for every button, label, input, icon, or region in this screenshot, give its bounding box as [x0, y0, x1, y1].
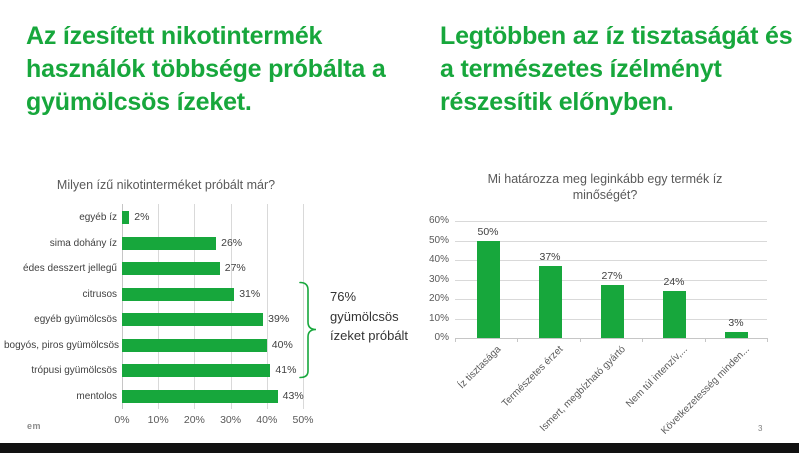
data-label: 27% [601, 270, 623, 283]
data-label: 31% [239, 287, 261, 300]
left-headline: Az ízesített nikotintermék használók töb… [26, 22, 386, 116]
y-axis-tick-label: 50% [428, 234, 449, 246]
category-label: citrusos [82, 288, 117, 300]
x-axis-tick-label: 20% [183, 414, 205, 426]
bar-1 [122, 211, 130, 224]
axis-tick [642, 338, 644, 342]
category-label: bogyós, piros gyümölcsös [4, 339, 120, 351]
bar-4 [122, 287, 235, 301]
gridline [230, 204, 232, 409]
category-label: egyéb íz [79, 212, 117, 223]
y-axis-tick-label: 10% [428, 312, 449, 324]
y-axis-tick-label: 0% [434, 332, 449, 343]
x-axis-tick-label: 30% [220, 414, 242, 426]
data-label: 39% [268, 313, 290, 325]
bar-3 [600, 285, 624, 338]
axis-tick [455, 338, 456, 342]
category-label: Természetes érzet [500, 344, 566, 410]
x-axis-tick-label: 0% [114, 414, 130, 426]
bar-4 [662, 291, 686, 338]
gridline [303, 204, 304, 409]
y-axis-tick-label: 30% [428, 273, 449, 285]
x-axis-tick-label: 50% [292, 414, 314, 426]
axis-tick [517, 338, 519, 342]
category-label: trópusi gyümölcsös [31, 365, 117, 376]
data-label: 24% [663, 276, 685, 289]
y-axis-tick-label: 60% [428, 215, 449, 226]
x-axis-tick-label: 10% [147, 414, 169, 426]
brand-logo: em [27, 421, 42, 431]
data-label: 3% [728, 317, 744, 330]
bar-1 [476, 240, 500, 338]
data-label: 43% [282, 389, 304, 402]
gridline [455, 260, 767, 261]
bar-2 [122, 236, 217, 250]
gridline [455, 338, 767, 339]
page-number: 3 [758, 424, 763, 433]
bar-3 [122, 262, 220, 275]
data-label: 2% [134, 211, 150, 223]
right-headline: Legtöbben az íz tisztaságát és a termész… [440, 22, 793, 116]
category-label: édes desszert jellegű [23, 263, 117, 274]
category-label: sima dohány íz [49, 237, 117, 249]
data-label: 26% [221, 236, 243, 249]
x-axis-tick-label: 40% [256, 414, 278, 426]
bar-5 [724, 332, 748, 338]
gridline [158, 204, 160, 409]
data-label: 41% [275, 364, 297, 376]
axis-tick [704, 338, 706, 342]
gridline [122, 204, 123, 409]
gridline [266, 204, 268, 409]
footer-bar [0, 443, 799, 453]
gridline [455, 279, 767, 281]
left-chart-title: Milyen ízű nikotinterméket próbált már? [56, 178, 276, 192]
bar-7 [122, 364, 271, 377]
axis-tick [579, 338, 581, 342]
right-chart-title: Mi határozza meg leginkább egy termék íz… [487, 172, 723, 202]
bar-8 [122, 389, 278, 403]
data-label: 50% [477, 225, 499, 238]
axis-tick [767, 338, 768, 342]
category-label: Nem túl intenzív,... [623, 344, 690, 410]
gridline [194, 204, 196, 409]
category-label: Íz tisztasága [456, 344, 504, 392]
fruit-flavor-annotation: 76% gyümölcsös ízeket próbált [330, 289, 409, 343]
bar-2 [538, 265, 562, 338]
bar-5 [122, 313, 264, 326]
data-label: 27% [224, 262, 246, 274]
category-label: egyéb gyümölcsös [34, 314, 117, 325]
data-label: 40% [271, 338, 293, 351]
gridline [455, 221, 767, 222]
bar-6 [122, 338, 267, 352]
gridline [455, 240, 767, 242]
category-label: mentolos [76, 390, 117, 402]
curly-brace [299, 281, 317, 379]
y-axis-tick-label: 40% [428, 254, 449, 265]
y-axis-tick-label: 20% [428, 293, 449, 304]
data-label: 37% [539, 250, 561, 263]
